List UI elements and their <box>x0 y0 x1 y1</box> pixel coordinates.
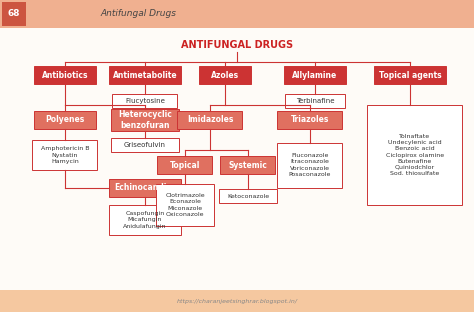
Bar <box>33 140 98 170</box>
Bar <box>0 290 474 312</box>
Text: Heterocyclic
benzofuran: Heterocyclic benzofuran <box>118 110 172 130</box>
Bar <box>0 0 474 28</box>
Text: Echinocandins: Echinocandins <box>114 183 176 193</box>
Text: Azoles: Azoles <box>211 71 239 80</box>
Text: Tolnaftate
Undecylenic acid
Benzoic acid
Ciclopirox olamine
Butenafine
Quiniodch: Tolnaftate Undecylenic acid Benzoic acid… <box>386 134 444 176</box>
Text: Allylamine: Allylamine <box>292 71 337 80</box>
Bar <box>220 156 275 174</box>
Bar <box>34 66 96 84</box>
Bar <box>0 28 474 290</box>
Bar <box>109 66 181 84</box>
Bar <box>156 184 214 226</box>
Text: Imidazoles: Imidazoles <box>187 115 233 124</box>
Bar <box>112 94 177 108</box>
Text: Antifungal Drugs: Antifungal Drugs <box>100 9 176 18</box>
Bar <box>34 111 96 129</box>
Text: Topical: Topical <box>170 160 200 169</box>
Text: Ketoconazole: Ketoconazole <box>227 193 269 198</box>
Bar <box>2 2 26 26</box>
Bar <box>111 109 179 131</box>
Bar <box>111 138 179 152</box>
Bar <box>177 111 243 129</box>
Bar <box>374 66 446 84</box>
Text: 68: 68 <box>8 9 20 18</box>
Text: Topical agents: Topical agents <box>379 71 441 80</box>
Bar <box>284 66 346 84</box>
Text: https://charanjeetsinghrar.blogspot.in/: https://charanjeetsinghrar.blogspot.in/ <box>176 299 298 304</box>
Bar <box>219 189 277 203</box>
Text: Flucytosine: Flucytosine <box>125 98 165 104</box>
Bar <box>157 156 212 174</box>
Text: Antibiotics: Antibiotics <box>42 71 88 80</box>
Bar <box>109 205 181 235</box>
Bar <box>367 105 463 205</box>
Text: ANTIFUNGAL DRUGS: ANTIFUNGAL DRUGS <box>181 40 293 50</box>
Bar <box>277 111 343 129</box>
Bar <box>277 143 343 188</box>
Text: Polyenes: Polyenes <box>46 115 85 124</box>
Bar <box>199 66 251 84</box>
Text: Systemic: Systemic <box>228 160 267 169</box>
Bar <box>285 94 345 108</box>
Text: Antimetabolite: Antimetabolite <box>113 71 177 80</box>
Text: Griseofulvin: Griseofulvin <box>124 142 166 148</box>
Text: Triazoles: Triazoles <box>291 115 329 124</box>
Bar <box>109 179 181 197</box>
Text: Amphotericin B
Nystatin
Hamycin: Amphotericin B Nystatin Hamycin <box>41 146 89 164</box>
Text: Caspofungin
Micafungin
Anidulafungin: Caspofungin Micafungin Anidulafungin <box>123 211 167 229</box>
Text: Terbinafine: Terbinafine <box>296 98 334 104</box>
Text: Clotrimazole
Econazole
Miconazole
Oxiconazole: Clotrimazole Econazole Miconazole Oxicon… <box>165 193 205 217</box>
Text: Fluconazole
Itraconazole
Voriconazole
Posaconazole: Fluconazole Itraconazole Voriconazole Po… <box>289 153 331 177</box>
